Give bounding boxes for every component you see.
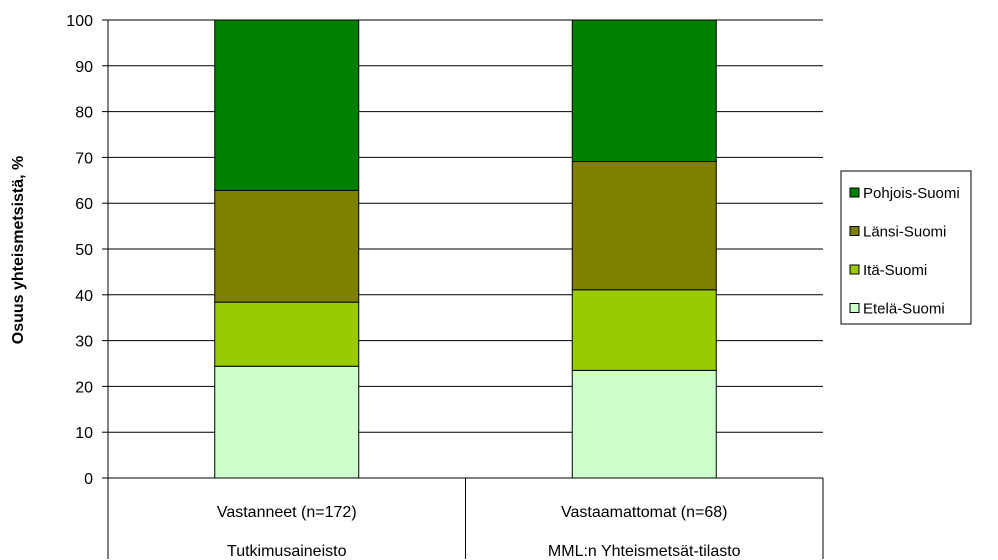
y-tick-label: 90 — [75, 59, 93, 76]
legend-label: Itä-Suomi — [863, 262, 927, 279]
legend: Pohjois-Suomi Länsi-Suomi Itä-Suomi Etelä-S… — [840, 170, 972, 325]
legend-label: Pohjois-Suomi — [863, 185, 960, 202]
legend-swatch — [849, 264, 860, 275]
legend-label: Länsi-Suomi — [863, 224, 946, 241]
legend-label: Etelä-Suomi — [863, 301, 945, 318]
bar-segment-etel-suomi — [214, 365, 360, 479]
y-tick-label: 50 — [75, 242, 93, 259]
y-axis-label: Osuus yhteismetsistä, % — [10, 156, 27, 345]
y-axis: 0 10 20 30 40 50 60 70 80 90 100 — [66, 13, 109, 559]
y-tick-label: 70 — [75, 150, 93, 167]
y-tick-label: 20 — [75, 379, 93, 396]
x-category-label: Vastaamattomat (n=68) — [561, 504, 727, 521]
y-tick-label: 0 — [84, 471, 93, 488]
y-tick-label: 100 — [66, 13, 93, 30]
x-group-label: Tutkimusaineisto — [227, 543, 347, 560]
y-tick-label: 60 — [75, 196, 93, 213]
legend-box — [840, 170, 972, 325]
bars — [214, 19, 717, 479]
legend-swatch — [849, 226, 860, 236]
x-axis: Vastanneet (n=172) Tutkimusaineisto Vastaa… — [107, 477, 824, 560]
bar-segment-it-suomi — [571, 289, 717, 371]
y-tick-label: 10 — [75, 425, 93, 442]
bar-segment-l-nsi-suomi — [571, 161, 717, 291]
bar-segment-l-nsi-suomi — [214, 189, 360, 303]
legend-swatch — [849, 303, 860, 313]
x-category-label: Vastanneet (n=172) — [217, 504, 357, 521]
y-tick-label: 40 — [75, 288, 93, 305]
bar-segment-etel-suomi — [571, 369, 717, 479]
bar-segment-it-suomi — [214, 301, 360, 367]
bar-segment-pohjois-suomi — [571, 19, 717, 163]
legend-swatch — [849, 187, 860, 198]
x-group-label: MML:n Yhteismetsät-tilasto — [548, 543, 741, 560]
bar-segment-pohjois-suomi — [214, 19, 360, 191]
y-tick-label: 30 — [75, 334, 93, 351]
y-tick-label: 80 — [75, 105, 93, 122]
